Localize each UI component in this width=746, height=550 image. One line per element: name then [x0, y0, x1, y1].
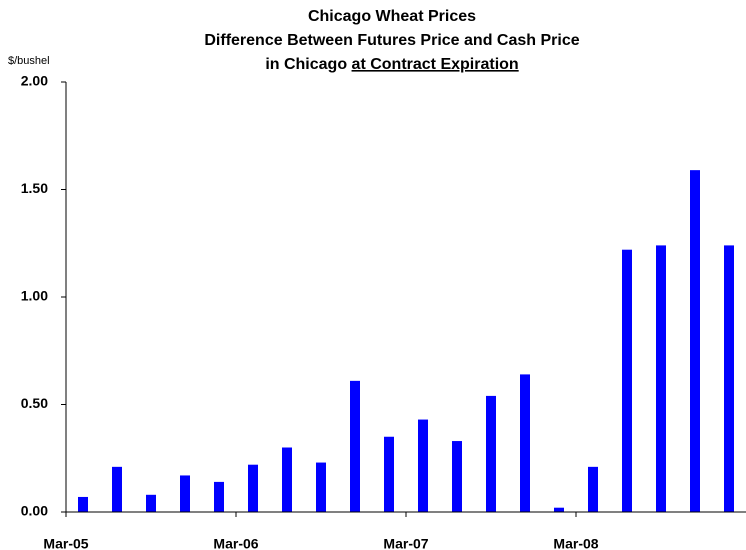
bar — [282, 447, 292, 512]
bar — [690, 170, 700, 512]
y-tick-label: 0.00 — [21, 503, 48, 519]
y-tick-label: 0.50 — [21, 395, 48, 411]
y-tick-label: 1.50 — [21, 180, 48, 196]
x-tick-label: Mar-08 — [553, 536, 598, 550]
chart-title-line: Difference Between Futures Price and Cas… — [204, 32, 579, 49]
bar — [146, 494, 156, 512]
x-tick-label: Mar-05 — [43, 536, 88, 550]
chart-title-line: Chicago Wheat Prices — [308, 8, 476, 25]
bar — [248, 464, 258, 512]
bar — [418, 419, 428, 512]
bar — [384, 436, 394, 512]
x-tick-label: Mar-06 — [213, 536, 258, 550]
y-tick-label: 1.00 — [21, 288, 48, 304]
bar — [214, 481, 224, 512]
y-axis-unit: $/bushel — [8, 55, 50, 67]
bar — [520, 374, 530, 512]
bar — [112, 466, 122, 512]
bar — [316, 462, 326, 512]
bar — [78, 496, 88, 512]
bar — [452, 441, 462, 512]
bar — [180, 475, 190, 512]
bar — [588, 466, 598, 512]
bar — [486, 395, 496, 512]
bar — [622, 249, 632, 512]
bar — [554, 507, 564, 512]
chart-title-line: in Chicago at Contract Expiration — [265, 56, 518, 73]
x-tick-label: Mar-07 — [383, 536, 428, 550]
chart-title-part: in Chicago — [265, 56, 347, 73]
bar — [724, 245, 734, 512]
bar — [350, 380, 360, 512]
bar — [656, 245, 666, 512]
y-tick-label: 2.00 — [21, 73, 48, 89]
chart-title-underlined: at Contract Expiration — [352, 56, 519, 73]
